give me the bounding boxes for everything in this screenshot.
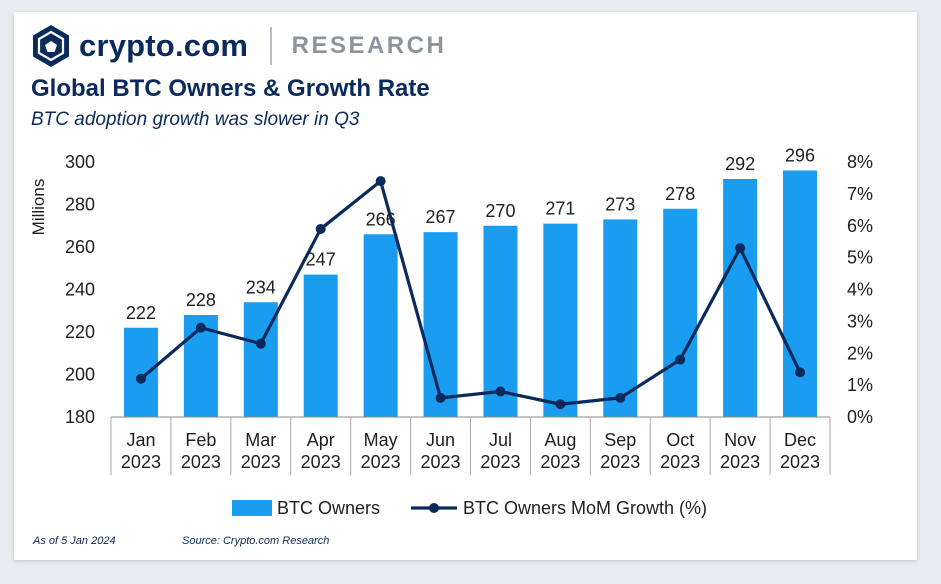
- growth-marker: [555, 399, 566, 410]
- bar: [543, 223, 578, 417]
- y-right-tick-label: 0%: [847, 407, 873, 427]
- y-left-tick-label: 300: [65, 152, 95, 172]
- bar-value-label: 222: [126, 303, 156, 323]
- growth-marker: [675, 354, 686, 365]
- x-tick-label: Jul 2023: [480, 430, 520, 472]
- y-right-tick-label: 2%: [847, 343, 873, 363]
- x-tick-label: Mar 2023: [241, 430, 281, 472]
- growth-marker: [735, 243, 746, 254]
- y-left-tick-label: 260: [65, 237, 95, 257]
- bar-value-label: 270: [485, 201, 515, 221]
- legend-swatch-marker: [429, 503, 439, 513]
- bar: [603, 219, 638, 417]
- growth-marker: [795, 367, 806, 378]
- x-tick-label: Feb 2023: [181, 430, 221, 472]
- chart-card: crypto.com RESEARCH Global BTC Owners & …: [14, 12, 917, 560]
- growth-marker: [315, 223, 326, 234]
- y-left-tick-label: 280: [65, 195, 95, 215]
- brand-divider: [270, 27, 272, 65]
- brand-section: RESEARCH: [291, 32, 447, 59]
- x-tick-label: Jun 2023: [421, 430, 461, 472]
- combo-chart: 180 200 220 240 260 280 300 0% 1% 2% 3% 4% 5% 6% 7% 8% M…: [29, 146, 873, 519]
- bar-value-label: 273: [605, 194, 635, 214]
- y-left-tick-label: 200: [65, 365, 95, 385]
- bar-value-label: 278: [665, 184, 695, 204]
- y-right-tick-label: 5%: [847, 248, 873, 268]
- growth-line: [139, 179, 802, 406]
- x-tick-label: Dec 2023: [780, 430, 820, 472]
- legend-label-bars: BTC Owners: [277, 498, 380, 518]
- bar-value-label: 292: [725, 154, 755, 174]
- growth-marker: [135, 373, 146, 384]
- bar-value-label: 247: [306, 250, 336, 270]
- growth-marker: [375, 176, 386, 187]
- brand-header: crypto.com RESEARCH: [31, 24, 446, 68]
- y-axis-label: Millions: [29, 179, 48, 236]
- legend-label-line: BTC Owners MoM Growth (%): [463, 498, 707, 518]
- as-of-note: As of 5 Jan 2024: [33, 535, 116, 547]
- crypto-com-lion-shield-icon: [33, 25, 69, 67]
- x-tick-label: Oct 2023: [660, 430, 700, 472]
- growth-marker: [615, 392, 626, 403]
- bar-value-label: 267: [426, 207, 456, 227]
- bar: [783, 170, 818, 417]
- bar-value-label: 296: [785, 146, 815, 166]
- y-right-tick-label: 3%: [847, 311, 873, 331]
- growth-marker: [495, 386, 506, 397]
- x-tick-label: Nov 2023: [720, 430, 760, 472]
- growth-marker: [255, 338, 266, 349]
- source-note: Source: Crypto.com Research: [182, 535, 330, 547]
- bar: [363, 234, 398, 417]
- x-tick-label: Aug 2023: [540, 430, 580, 472]
- chart-title: Global BTC Owners & Growth Rate: [31, 75, 430, 102]
- bar: [663, 208, 698, 417]
- x-tick-label: Apr 2023: [301, 430, 341, 472]
- bar: [723, 179, 758, 417]
- y-left-tick-label: 180: [65, 407, 95, 427]
- y-left-tick-label: 220: [65, 322, 95, 342]
- bar-value-label: 271: [545, 199, 575, 219]
- x-tick-label: May 2023: [361, 430, 401, 472]
- bar-value-label: 234: [246, 277, 276, 297]
- bar: [303, 274, 338, 417]
- growth-marker: [195, 322, 206, 333]
- y-right-tick-label: 7%: [847, 184, 873, 204]
- x-tick-label: Jan 2023: [121, 430, 161, 472]
- bar: [123, 327, 158, 417]
- growth-marker: [435, 392, 446, 403]
- y-right-tick-label: 6%: [847, 216, 873, 236]
- y-left-tick-label: 240: [65, 280, 95, 300]
- y-right-tick-label: 1%: [847, 375, 873, 395]
- y-right-tick-label: 4%: [847, 280, 873, 300]
- bar-value-label: 228: [186, 290, 216, 310]
- x-tick-label: Sep 2023: [600, 430, 640, 472]
- legend-swatch-bars: [232, 500, 272, 516]
- bar: [483, 225, 518, 417]
- brand-name: crypto.com: [79, 28, 249, 63]
- y-right-tick-label: 8%: [847, 152, 873, 172]
- chart-subtitle: BTC adoption growth was slower in Q3: [31, 109, 360, 130]
- bar: [423, 232, 458, 417]
